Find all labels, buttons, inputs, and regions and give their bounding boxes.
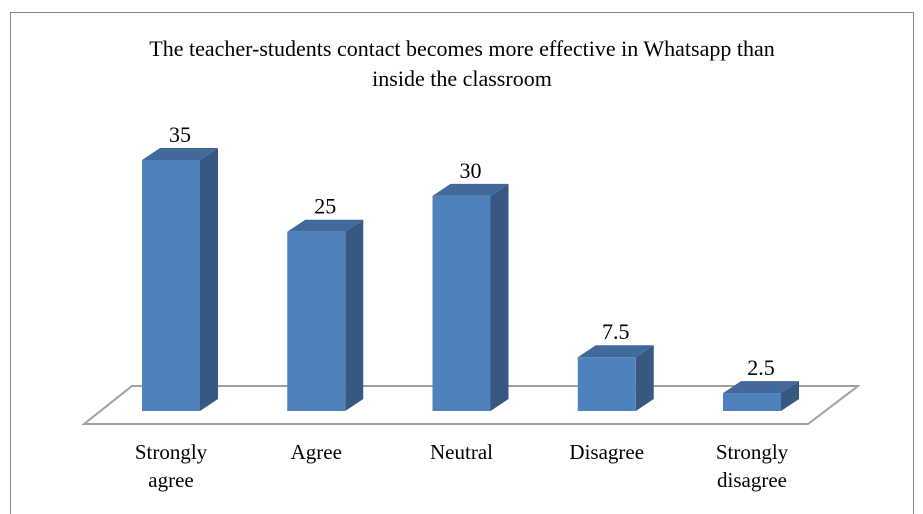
bar-side [345,219,364,411]
bar-top [432,183,509,196]
value-label: 35 [169,122,191,147]
bar [432,183,509,411]
bar-front [723,393,781,411]
bar [577,345,654,411]
x-tick-label: Agree [290,440,342,464]
bar-top [577,345,654,358]
bar-front [287,231,346,411]
bar-top [142,148,218,160]
chart-title: The teacher-students contact becomes mor… [149,36,775,91]
bar-front [142,160,200,411]
value-label: 7.5 [602,319,630,344]
bar [142,148,218,411]
bar-top [287,219,364,232]
bar-front [432,195,491,411]
x-tick-label: Strongly disagree [715,440,789,492]
value-label: 2.5 [747,355,775,380]
bar-side [490,183,509,411]
bar-side [781,381,799,411]
bar-side [635,345,654,411]
bar-top [723,381,799,394]
bar [287,219,364,411]
bar-side [200,148,218,411]
x-tick-label: Neutral [430,440,493,464]
bar-front [577,357,636,411]
x-tick-label: Strongly agree [134,440,208,492]
value-label: 30 [460,158,482,183]
value-label: 25 [314,194,336,219]
bar [723,381,799,411]
chart-frame [10,12,914,514]
x-tick-label: Disagree [569,440,645,464]
